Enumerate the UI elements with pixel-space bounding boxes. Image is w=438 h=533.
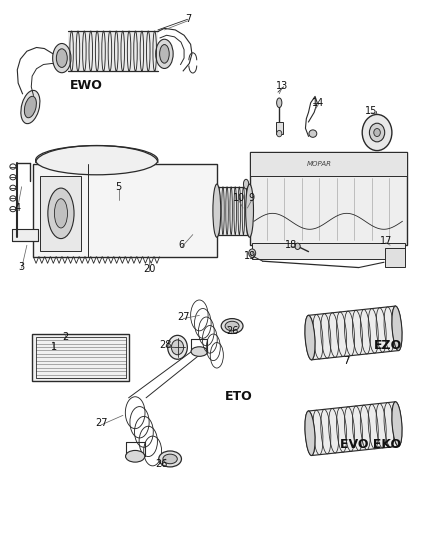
Ellipse shape <box>305 316 315 360</box>
Ellipse shape <box>213 184 221 237</box>
Ellipse shape <box>392 306 402 351</box>
Text: EWO: EWO <box>69 79 102 92</box>
Bar <box>40 176 81 251</box>
Text: 7: 7 <box>185 14 191 25</box>
Ellipse shape <box>374 128 380 136</box>
Ellipse shape <box>244 179 249 189</box>
Ellipse shape <box>159 45 169 63</box>
Ellipse shape <box>369 123 385 142</box>
Ellipse shape <box>277 98 282 108</box>
Bar <box>12 229 38 241</box>
Text: EZO: EZO <box>374 338 403 352</box>
Text: 6: 6 <box>179 240 185 250</box>
Ellipse shape <box>155 39 173 68</box>
Ellipse shape <box>159 451 181 467</box>
Ellipse shape <box>305 411 315 456</box>
Polygon shape <box>308 402 399 456</box>
Text: EVO EKO: EVO EKO <box>340 438 402 451</box>
Ellipse shape <box>249 249 256 257</box>
Ellipse shape <box>392 402 402 446</box>
Ellipse shape <box>48 188 74 239</box>
Ellipse shape <box>25 96 36 118</box>
Ellipse shape <box>53 44 71 72</box>
Ellipse shape <box>126 450 145 462</box>
Text: 27: 27 <box>177 312 190 322</box>
Text: MOPAR: MOPAR <box>307 161 332 167</box>
Ellipse shape <box>295 243 300 249</box>
Bar <box>32 334 129 381</box>
Text: 26: 26 <box>155 459 168 469</box>
Polygon shape <box>308 306 399 360</box>
Text: 26: 26 <box>226 326 238 336</box>
Text: 4: 4 <box>14 203 20 213</box>
Bar <box>217 187 250 235</box>
Ellipse shape <box>21 91 40 124</box>
Text: 14: 14 <box>312 98 325 108</box>
Ellipse shape <box>54 199 67 228</box>
Text: 2: 2 <box>62 332 68 342</box>
Ellipse shape <box>163 454 177 464</box>
Ellipse shape <box>171 340 184 355</box>
Ellipse shape <box>57 49 67 67</box>
Ellipse shape <box>221 319 243 334</box>
Ellipse shape <box>246 184 254 237</box>
Ellipse shape <box>168 335 187 359</box>
Bar <box>68 31 158 71</box>
Bar <box>33 164 217 257</box>
Ellipse shape <box>225 321 239 331</box>
Bar <box>252 243 405 259</box>
Text: 1: 1 <box>51 342 57 352</box>
Text: 20: 20 <box>143 264 155 274</box>
Text: 9: 9 <box>249 193 255 204</box>
Ellipse shape <box>35 146 158 175</box>
Ellipse shape <box>277 131 282 137</box>
Ellipse shape <box>362 115 392 151</box>
Text: 28: 28 <box>159 340 172 350</box>
Text: 15: 15 <box>365 106 377 116</box>
Text: 13: 13 <box>276 81 289 91</box>
Text: 19: 19 <box>244 251 257 261</box>
Text: 5: 5 <box>116 182 122 192</box>
Text: 17: 17 <box>380 236 392 246</box>
Bar <box>276 122 283 134</box>
Text: 10: 10 <box>233 193 245 204</box>
Text: 3: 3 <box>18 262 25 271</box>
Ellipse shape <box>309 130 317 138</box>
Bar <box>250 152 407 176</box>
Bar <box>35 337 126 378</box>
Bar <box>250 152 407 245</box>
Text: ETO: ETO <box>225 390 253 403</box>
Ellipse shape <box>191 347 208 357</box>
Text: 27: 27 <box>95 418 107 429</box>
Bar <box>385 248 405 266</box>
Text: 18: 18 <box>285 240 297 250</box>
Text: 7: 7 <box>343 356 350 366</box>
